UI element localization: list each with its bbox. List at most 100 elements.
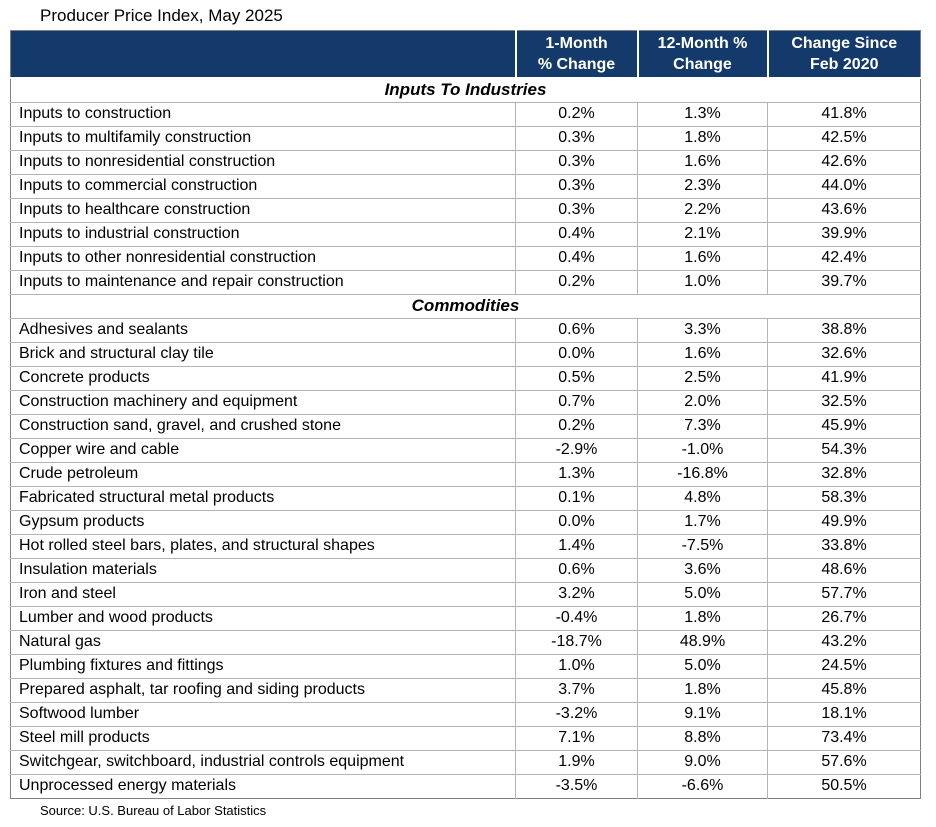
table-row: Crude petroleum 1.3% -16.8% 32.8% — [10, 461, 921, 486]
value-cell: 49.9% — [767, 509, 921, 534]
value-cell: 7.1% — [515, 725, 638, 750]
value-cell: -7.5% — [637, 533, 768, 558]
value-cell: 0.3% — [515, 125, 638, 150]
row-label: Inputs to commercial construction — [10, 173, 516, 198]
value-cell: 3.2% — [515, 581, 638, 606]
value-cell: 1.0% — [515, 653, 638, 678]
value-cell: 57.7% — [767, 581, 921, 606]
table-row: Copper wire and cable -2.9% -1.0% 54.3% — [10, 437, 921, 462]
value-cell: 0.4% — [515, 221, 638, 246]
table-row: Unprocessed energy materials -3.5% -6.6% 50… — [10, 773, 921, 798]
section-header-row: Commodities — [10, 293, 921, 318]
value-cell: 2.2% — [637, 197, 768, 222]
row-label: Inputs to multifamily construction — [10, 125, 516, 150]
value-cell: 5.0% — [637, 581, 768, 606]
row-label: Fabricated structural metal products — [10, 485, 516, 510]
row-label: Prepared asphalt, tar roofing and siding… — [10, 677, 516, 702]
value-cell: 32.5% — [767, 389, 921, 414]
value-cell: 2.3% — [637, 173, 768, 198]
value-cell: 0.3% — [515, 197, 638, 222]
column-header-change-since-feb-2020: Change Since Feb 2020 — [766, 30, 921, 79]
row-label: Inputs to maintenance and repair constru… — [10, 269, 516, 294]
value-cell: 24.5% — [767, 653, 921, 678]
value-cell: 8.8% — [637, 725, 768, 750]
page-title: Producer Price Index, May 2025 — [40, 6, 283, 25]
table-row: Prepared asphalt, tar roofing and siding… — [10, 677, 921, 702]
row-label: Switchgear, switchboard, industrial cont… — [10, 749, 516, 774]
row-label: Construction machinery and equipment — [10, 389, 516, 414]
value-cell: 0.4% — [515, 245, 638, 270]
value-cell: 0.6% — [515, 557, 638, 582]
row-label: Crude petroleum — [10, 461, 516, 486]
value-cell: -3.2% — [515, 701, 638, 726]
column-header-1-month: 1-Month % Change — [514, 30, 638, 79]
row-label: Softwood lumber — [10, 701, 516, 726]
table-row: Switchgear, switchboard, industrial cont… — [10, 749, 921, 774]
value-cell: 3.6% — [637, 557, 768, 582]
table-row: Softwood lumber -3.2% 9.1% 18.1% — [10, 701, 921, 726]
value-cell: 9.1% — [637, 701, 768, 726]
table-row: Construction machinery and equipment 0.7%… — [10, 389, 921, 414]
row-label: Unprocessed energy materials — [10, 773, 516, 798]
table-row: Inputs to commercial construction 0.3% 2.3… — [10, 173, 921, 198]
value-cell: 39.9% — [767, 221, 921, 246]
row-label: Copper wire and cable — [10, 437, 516, 462]
table-row: Inputs to multifamily construction 0.3% 1.… — [10, 125, 921, 150]
value-cell: 7.3% — [637, 413, 768, 438]
value-cell: 50.5% — [767, 773, 921, 798]
value-cell: 0.1% — [515, 485, 638, 510]
value-cell: 1.0% — [637, 269, 768, 294]
value-cell: -2.9% — [515, 437, 638, 462]
value-cell: 2.1% — [637, 221, 768, 246]
value-cell: 3.3% — [637, 317, 768, 342]
table-row: Steel mill products 7.1% 8.8% 73.4% — [10, 725, 921, 750]
value-cell: 48.9% — [637, 629, 768, 654]
value-cell: 41.8% — [767, 101, 921, 126]
row-label: Inputs to healthcare construction — [10, 197, 516, 222]
value-cell: 44.0% — [767, 173, 921, 198]
value-cell: 73.4% — [767, 725, 921, 750]
row-label: Plumbing fixtures and fittings — [10, 653, 516, 678]
value-cell: 1.3% — [637, 101, 768, 126]
row-label: Inputs to construction — [10, 101, 516, 126]
value-cell: 1.8% — [637, 125, 768, 150]
row-label: Natural gas — [10, 629, 516, 654]
value-cell: 43.6% — [767, 197, 921, 222]
value-cell: 33.8% — [767, 533, 921, 558]
row-label: Steel mill products — [10, 725, 516, 750]
value-cell: 3.7% — [515, 677, 638, 702]
value-cell: -6.6% — [637, 773, 768, 798]
table-row: Adhesives and sealants 0.6% 3.3% 38.8% — [10, 317, 921, 342]
value-cell: 57.6% — [767, 749, 921, 774]
value-cell: 1.8% — [637, 677, 768, 702]
value-cell: 0.3% — [515, 149, 638, 174]
value-cell: 4.8% — [637, 485, 768, 510]
row-label: Adhesives and sealants — [10, 317, 516, 342]
value-cell: 0.0% — [515, 509, 638, 534]
row-label: Gypsum products — [10, 509, 516, 534]
table-row: Natural gas -18.7% 48.9% 43.2% — [10, 629, 921, 654]
table-row: Inputs to nonresidential construction 0.3… — [10, 149, 921, 174]
value-cell: 1.7% — [637, 509, 768, 534]
value-cell: 42.4% — [767, 245, 921, 270]
value-cell: 1.8% — [637, 605, 768, 630]
row-label: Insulation materials — [10, 557, 516, 582]
value-cell: 0.0% — [515, 341, 638, 366]
table-body: Inputs To Industries Inputs to constructi… — [10, 77, 921, 798]
table-row: Fabricated structural metal products 0.1%… — [10, 485, 921, 510]
value-cell: 1.6% — [637, 245, 768, 270]
table-row: Inputs to industrial construction 0.4% 2.1… — [10, 221, 921, 246]
value-cell: 41.9% — [767, 365, 921, 390]
value-cell: 0.3% — [515, 173, 638, 198]
value-cell: 0.6% — [515, 317, 638, 342]
value-cell: 1.6% — [637, 341, 768, 366]
row-label: Inputs to industrial construction — [10, 221, 516, 246]
value-cell: 38.8% — [767, 317, 921, 342]
value-cell: 0.7% — [515, 389, 638, 414]
section-header-row: Inputs To Industries — [10, 77, 921, 102]
header-row: 1-Month % Change 12-Month % Change Chang… — [10, 30, 921, 79]
table-row: Lumber and wood products -0.4% 1.8% 26.7% — [10, 605, 921, 630]
value-cell: 1.3% — [515, 461, 638, 486]
table-row: Concrete products 0.5% 2.5% 41.9% — [10, 365, 921, 390]
